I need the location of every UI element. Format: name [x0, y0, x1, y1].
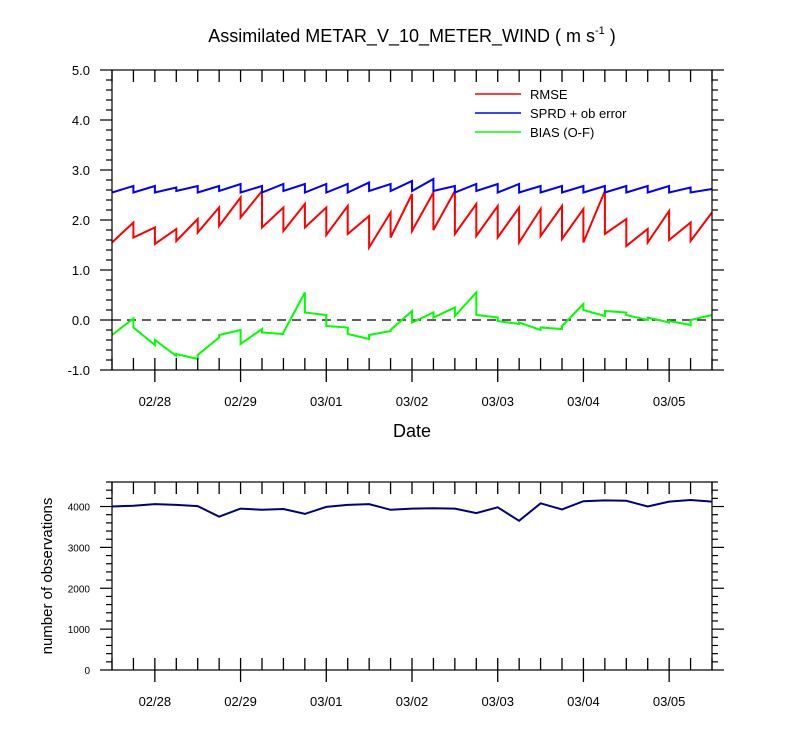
bottom-ticks-group: 02/28 02/29 03/01 03/02 03/03 03/04 03/05 0 1000…: [68, 481, 724, 709]
legend-label-rmse: RMSE: [530, 87, 568, 102]
chart-title-superscript: -1: [595, 25, 605, 37]
bottom-x-tick-label: 03/02: [396, 694, 429, 709]
bottom-x-tick-label: 03/03: [481, 694, 514, 709]
legend-label-bias: BIAS (O-F): [530, 125, 594, 140]
top-y-tick-label: -1.0: [68, 363, 90, 378]
bottom-x-tick-label: 02/29: [224, 694, 257, 709]
bottom-series-number-of-observations: [111, 498, 713, 523]
x-axis-title: Date: [393, 421, 431, 441]
top-x-tick-label: 03/04: [567, 394, 600, 409]
bottom-y-tick-label: 2000: [68, 584, 91, 595]
bottom-x-tick-label: 02/28: [139, 694, 172, 709]
bottom-plot-frame: [111, 481, 713, 671]
top-y-tick-label: 3.0: [72, 163, 90, 178]
top-y-tick-label: 1.0: [72, 263, 90, 278]
bottom-x-tick-label: 03/04: [567, 694, 600, 709]
top-series-group: [111, 177, 713, 361]
top-x-tick-label: 03/03: [481, 394, 514, 409]
top-x-tick-label: 03/02: [396, 394, 429, 409]
bottom-y-tick-label: 3000: [68, 543, 91, 554]
top-y-tick-label: 0.0: [72, 313, 90, 328]
top-ticks-group: 02/28 02/29 03/01 03/02 03/03 03/04 03/05 -1.0 0…: [68, 63, 724, 409]
legend-label-sprd: SPRD + ob error: [530, 106, 627, 121]
top-series-rmse: [111, 188, 713, 252]
top-x-tick-label: 02/28: [139, 394, 172, 409]
top-panel: 02/28 02/29 03/01 03/02 03/03 03/04 03/05 -1.0 0…: [68, 63, 724, 441]
top-y-tick-label: 4.0: [72, 113, 90, 128]
top-plot-frame: [111, 69, 713, 371]
top-series-sprd-ob-error: [111, 177, 713, 195]
top-y-tick-label: 2.0: [72, 213, 90, 228]
chart-title-end: ): [605, 26, 616, 46]
bottom-panel: 02/28 02/29 03/01 03/02 03/03 03/04 03/05 0 1000…: [39, 481, 724, 709]
bottom-y-tick-label: 4000: [68, 503, 91, 514]
top-x-tick-label: 03/01: [310, 394, 343, 409]
chart-title-main: Assimilated METAR_V_10_METER_WIND ( m s: [208, 26, 595, 47]
y-axis-title-observations: number of observations: [39, 498, 56, 655]
top-series-bias-o-f: [111, 289, 713, 361]
top-x-tick-label: 03/05: [653, 394, 686, 409]
bottom-x-tick-label: 03/05: [653, 694, 686, 709]
bottom-y-tick-label: 1000: [68, 625, 91, 636]
bottom-y-tick-label: 0: [84, 666, 90, 677]
bottom-series-group: [111, 498, 713, 523]
top-x-tick-label: 02/29: [224, 394, 257, 409]
top-y-tick-label: 5.0: [72, 63, 90, 78]
legend: RMSE SPRD + ob error BIAS (O-F): [475, 87, 627, 140]
bottom-x-tick-label: 03/01: [310, 694, 343, 709]
chart-title: Assimilated METAR_V_10_METER_WIND ( m s-…: [208, 25, 616, 47]
